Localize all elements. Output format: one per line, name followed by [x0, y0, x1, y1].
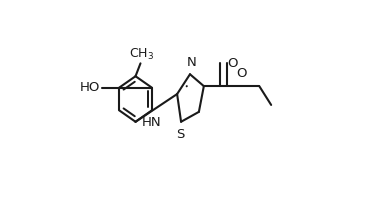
Text: HN: HN [141, 116, 161, 129]
Text: O: O [236, 67, 247, 80]
Text: CH$_3$: CH$_3$ [129, 47, 154, 62]
Text: HO: HO [79, 81, 100, 94]
Text: O: O [227, 57, 238, 70]
Text: S: S [176, 128, 184, 141]
Text: N: N [187, 56, 197, 69]
